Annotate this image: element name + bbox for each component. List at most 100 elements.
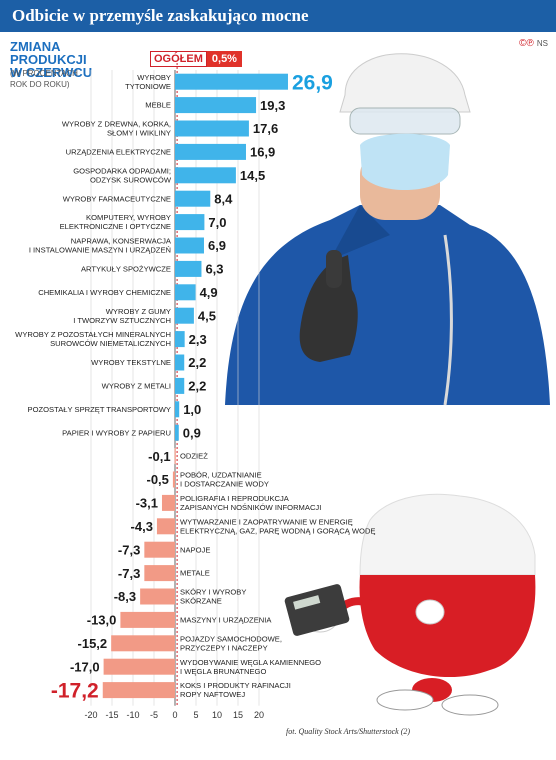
data-label: 16,9 <box>250 145 275 160</box>
bar <box>120 611 175 628</box>
data-label: -15,2 <box>78 636 108 651</box>
bar <box>175 307 194 324</box>
data-label: 8,4 <box>214 191 233 206</box>
category-label-line: KOKS I PRODUKTY RAFINACJI <box>180 681 291 690</box>
category-label: SKÓRY I WYROBY SKÓRZANE <box>180 588 246 606</box>
bar <box>144 565 175 582</box>
category-label-line: CHEMIKALIA I WYROBY CHEMICZNE <box>38 288 171 297</box>
category-label: PAPIER I WYROBY Z PAPIERU <box>62 428 171 437</box>
bar <box>175 284 196 301</box>
category-label: POLIGRAFIA I REPRODUKCJA ZAPISANYCH NOŚNI… <box>180 494 321 512</box>
bar <box>175 120 249 137</box>
category-label: POJAZDY SAMOCHODOWE, PRZYCZEPY I NACZEPY <box>180 634 282 652</box>
category-label: POBÓR, UZDATNIANIE I DOSTARCZANIE WODY <box>180 471 269 489</box>
worker-photo <box>225 53 550 406</box>
data-label: 26,9 <box>292 71 333 94</box>
copyright-icon: ©℗ <box>519 38 534 49</box>
bar <box>175 167 236 184</box>
category-label-line: WYROBY <box>137 73 171 82</box>
unit-note-line: ROK DO ROKU) <box>10 80 70 89</box>
category-label-line: I DOSTARCZANIE WODY <box>180 480 269 489</box>
x-tick-label: 10 <box>212 710 222 720</box>
category-label-line: POBÓR, UZDATNIANIE <box>180 471 262 480</box>
bar <box>175 190 211 207</box>
category-label: METALE <box>180 569 210 578</box>
data-label: 2,2 <box>188 355 206 370</box>
bar <box>140 588 175 605</box>
category-label-line: WYROBY FARMACEUTYCZNE <box>63 194 171 203</box>
bar <box>175 401 180 418</box>
category-label: WYROBY TEKSTYLNE <box>91 358 171 367</box>
category-label: WYROBY FARMACEUTYCZNE <box>63 194 171 203</box>
data-label: 14,5 <box>240 168 265 183</box>
page-title: Odbicie w przemyśle zaskakująco mocne <box>12 6 309 25</box>
bar <box>175 354 185 371</box>
category-label-line: URZĄDZENIA ELEKTRYCZNE <box>66 148 171 157</box>
bar <box>175 214 205 231</box>
category-label-line: WYROBY Z DREWNA, KORKA, <box>62 120 171 129</box>
x-tick-label: -5 <box>150 710 158 720</box>
category-label-line: ZAPISANYCH NOŚNIKÓW INFORMACJI <box>180 503 321 512</box>
category-label-line: PAPIER I WYROBY Z PAPIERU <box>62 428 171 437</box>
unit-note-line: (W PROCENTACH <box>10 69 78 78</box>
category-label-line: GOSPODARKA ODPADAMI; <box>73 166 171 175</box>
bar <box>111 635 175 652</box>
x-tick-label: -20 <box>84 710 97 720</box>
chart-subtitle: ZMIANA PRODUKCJI W CZERWCU <box>10 40 140 79</box>
bar <box>175 73 288 90</box>
category-label-line: WYROBY Z GUMY <box>106 307 171 316</box>
category-label: WYROBY Z DREWNA, KORKA, SŁOMY I WIKLINY <box>62 120 171 138</box>
bar <box>174 448 176 465</box>
data-label: -17,0 <box>70 659 100 674</box>
logo-text: NS <box>536 39 548 48</box>
overall-indicator: OGÓŁEM 0,5% <box>150 51 242 67</box>
category-label: WYROBY Z POZOSTAŁYCH MINERALNYCH SUROWCÓW… <box>15 330 171 348</box>
bar <box>144 541 175 558</box>
category-label-line: ELEKTRYCZNĄ, GAZ, PARĘ WODNĄ I GORĄCĄ WO… <box>180 526 376 535</box>
data-label: -17,2 <box>51 680 99 703</box>
category-label-line: SKÓRY I WYROBY <box>180 588 246 597</box>
bar <box>175 143 246 160</box>
category-label-line: NAPRAWA, KONSERWACJA <box>71 237 172 246</box>
data-label: -7,3 <box>118 566 140 581</box>
photo-credit: fot. Quality Stock Arts/Shutterstock (2) <box>286 727 411 736</box>
bar <box>175 331 185 348</box>
category-label-line: WYTWARZANIE I ZAOPATRYWANIE W ENERGIĘ <box>180 517 353 526</box>
category-label-line: TYTONIOWE <box>125 82 171 91</box>
data-label: -8,3 <box>114 589 136 604</box>
category-label-line: POLIGRAFIA I REPRODUKCJA <box>180 494 290 503</box>
data-label: -0,5 <box>146 472 168 487</box>
category-label: NAPRAWA, KONSERWACJA I INSTALOWANIE MASZY… <box>29 237 172 255</box>
category-label-line: NAPOJE <box>180 545 210 554</box>
category-label: KOMPUTERY, WYROBY ELEKTRONICZNE I OPTYCZN… <box>60 213 171 231</box>
data-label: 19,3 <box>260 98 285 113</box>
category-label-line: POJAZDY SAMOCHODOWE, <box>180 634 282 643</box>
category-label: GOSPODARKA ODPADAMI; ODZYSK SUROWCÓW <box>73 166 172 184</box>
bar <box>103 658 175 675</box>
category-label: KOKS I PRODUKTY RAFINACJI ROPY NAFTOWEJ <box>180 681 291 699</box>
category-label: WYROBY TYTONIOWE <box>125 73 171 91</box>
bar <box>175 237 204 254</box>
category-label-line: POZOSTAŁY SPRZĘT TRANSPORTOWY <box>28 405 171 414</box>
subtitle-line: ZMIANA PRODUKCJI <box>10 39 87 67</box>
bar <box>172 471 175 488</box>
category-label: URZĄDZENIA ELEKTRYCZNE <box>66 148 171 157</box>
logo: ©℗ NS <box>519 38 548 49</box>
x-tick-label: 20 <box>254 710 264 720</box>
category-label-line: WYDOBYWANIE WĘGLA KAMIENNEGO <box>180 658 321 667</box>
category-label-line: ROPY NAFTOWEJ <box>180 690 245 699</box>
category-label: MEBLE <box>145 101 171 110</box>
x-tick-label: 0 <box>172 710 177 720</box>
data-label: -3,1 <box>136 496 158 511</box>
unit-note: (W PROCENTACH ROK DO ROKU) <box>10 68 110 90</box>
data-label: 2,2 <box>188 379 206 394</box>
category-label-line: PRZYCZEPY I NACZEPY <box>180 643 268 652</box>
category-label-line: KOMPUTERY, WYROBY <box>86 213 171 222</box>
category-label-line: MEBLE <box>145 101 171 110</box>
calculator-icon <box>284 584 350 636</box>
category-label: WYROBY Z GUMY I TWORZYW SZTUCZNYCH <box>73 307 171 325</box>
x-tick-label: -10 <box>126 710 139 720</box>
category-label: NAPOJE <box>180 545 210 554</box>
category-label: ODZIEŻ <box>180 452 208 461</box>
